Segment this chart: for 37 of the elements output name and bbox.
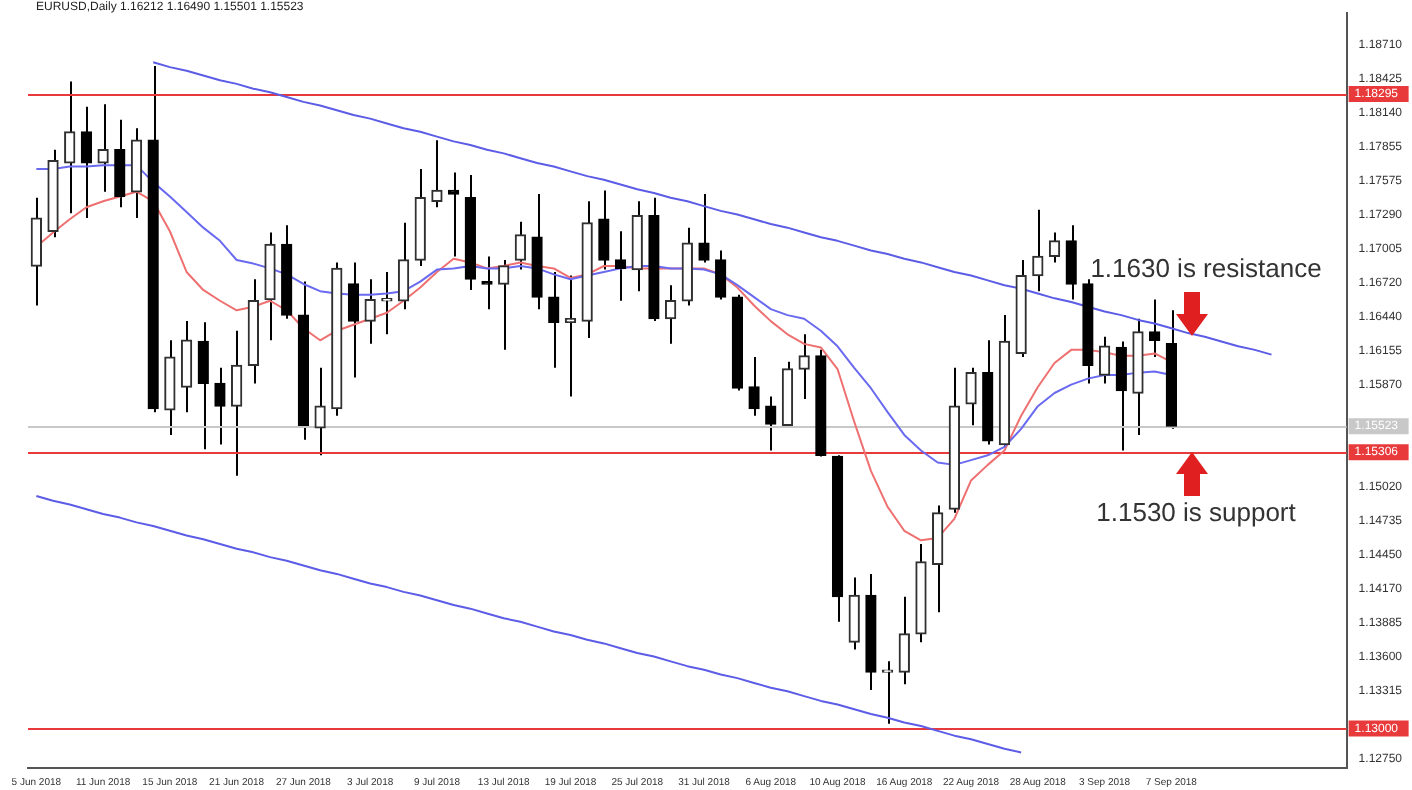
candlestick	[898, 595, 910, 686]
candlestick	[965, 366, 977, 427]
candlestick	[498, 259, 510, 351]
candlestick	[314, 366, 326, 457]
candlestick	[598, 189, 610, 271]
candlestick	[881, 660, 894, 725]
candlestick	[548, 270, 560, 369]
candlestick	[715, 249, 727, 301]
candlestick	[30, 196, 43, 307]
candlestick	[80, 105, 93, 220]
candlestick	[1098, 335, 1111, 385]
candlestick	[214, 366, 226, 446]
annotation: 1.1630 is resistance	[1090, 253, 1322, 284]
candlestick	[798, 333, 810, 400]
candlestick	[1048, 231, 1061, 264]
candlestick	[347, 261, 360, 379]
candlestick	[114, 118, 126, 209]
candlestick	[514, 220, 527, 271]
candlestick	[1065, 224, 1077, 301]
candlestick	[1115, 340, 1127, 452]
annotation: 1.1530 is support	[1096, 497, 1297, 528]
candlestick	[748, 356, 760, 417]
candlestick	[765, 395, 777, 452]
candlestick	[197, 321, 209, 451]
candlestick	[848, 576, 860, 651]
candlestick	[397, 221, 410, 311]
candlestick	[230, 329, 243, 477]
candlestick	[664, 284, 677, 345]
candlestick	[1149, 298, 1161, 359]
candlestick	[64, 80, 76, 215]
candlestick	[364, 278, 376, 345]
candlestick	[698, 193, 710, 264]
candlestick	[180, 320, 193, 414]
candlestick	[431, 139, 443, 209]
candlestick	[1032, 208, 1044, 293]
candlestick	[614, 230, 627, 302]
candlestick	[97, 103, 109, 193]
